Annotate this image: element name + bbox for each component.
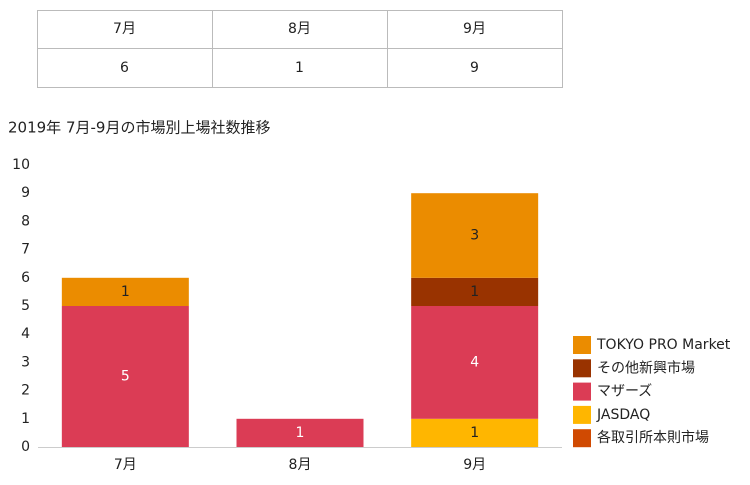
table-cell: 1: [295, 60, 304, 76]
table-header-cell: 7月: [113, 21, 136, 37]
legend-swatch: [573, 405, 591, 424]
y-tick-label: 10: [12, 157, 30, 173]
legend-label: 各取引所本則市場: [597, 429, 709, 446]
legend-swatch: [573, 336, 591, 354]
y-tick-label: 4: [21, 326, 30, 342]
bar-segment: [411, 306, 539, 419]
table-header-cell: 9月: [463, 21, 486, 37]
data-label: 1: [121, 284, 130, 300]
bar-segment: [411, 193, 539, 278]
data-label: 1: [470, 425, 479, 441]
x-tick-label: 7月: [114, 457, 137, 473]
legend-label: JASDAQ: [596, 407, 650, 423]
data-label: 3: [470, 228, 479, 244]
bar-segment: [411, 277, 539, 306]
data-label: 1: [296, 425, 305, 441]
legend-label: TOKYO PRO Market: [596, 337, 731, 353]
table-cell: 6: [120, 60, 129, 76]
y-tick-label: 7: [21, 242, 30, 258]
y-tick-label: 0: [21, 439, 30, 455]
chart-title: 2019年 7月-9月の市場別上場社数推移: [8, 119, 270, 137]
bar-segment: [411, 418, 539, 447]
x-tick-label: 9月: [463, 457, 486, 473]
y-tick-label: 2: [21, 383, 30, 399]
y-tick-label: 8: [21, 213, 30, 229]
x-tick-label: 8月: [289, 457, 312, 473]
bar-segment: [61, 277, 189, 306]
data-label: 4: [470, 354, 479, 370]
y-tick-label: 6: [21, 270, 30, 286]
legend-label: その他新興市場: [597, 359, 695, 376]
legend-swatch: [573, 359, 591, 378]
legend-swatch: [573, 429, 591, 448]
table-cell: 9: [470, 60, 479, 76]
legend-swatch: [573, 382, 591, 401]
data-label: 1: [470, 284, 479, 300]
y-tick-label: 5: [21, 298, 30, 314]
y-tick-label: 3: [21, 354, 30, 370]
legend-label: マザーズ: [597, 384, 652, 400]
data-label: 5: [121, 369, 130, 385]
bar-segment: [236, 418, 364, 447]
y-tick-label: 9: [21, 185, 30, 201]
bar-segment: [61, 306, 189, 447]
table-header-cell: 8月: [288, 21, 311, 37]
y-tick-label: 1: [21, 411, 30, 427]
